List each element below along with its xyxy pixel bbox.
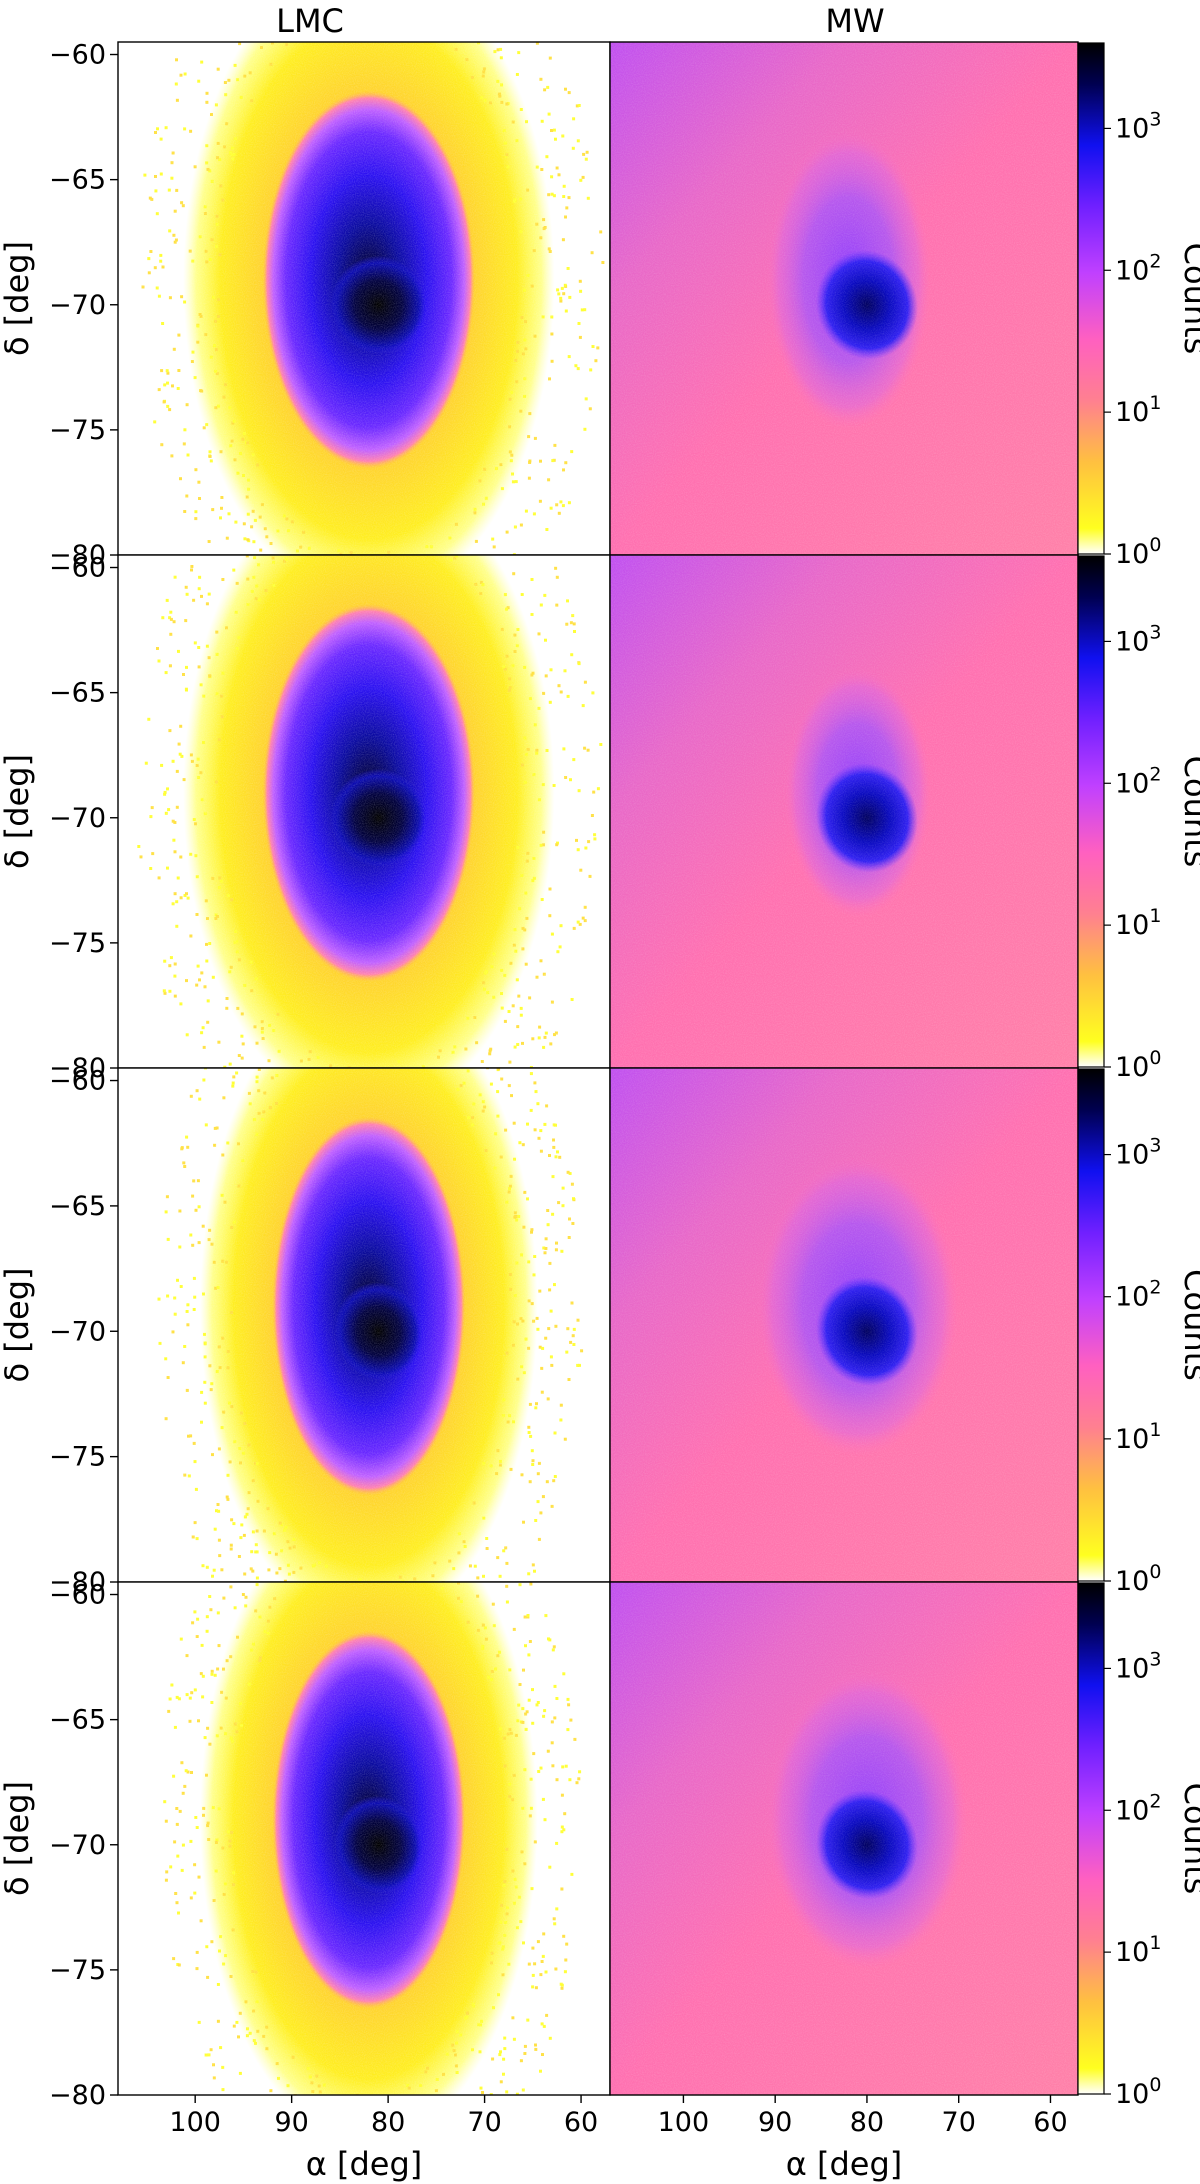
x-tick-label: 90 (758, 2107, 792, 2138)
colorbar-row3: 100 101 102 103 Counts (1077, 1068, 1200, 1597)
x-tick-label: 60 (1033, 2107, 1067, 2138)
x-tick-label: 100 (658, 2107, 710, 2138)
y-tick-label: −60 (49, 1580, 106, 1611)
x-tick-label: 80 (371, 2107, 405, 2138)
colorbar-tick-label: 100 (1115, 1047, 1161, 1083)
y-tick-label: −60 (49, 1066, 106, 1097)
x-tick-label: 100 (169, 2107, 221, 2138)
colorbar-row2: 100 101 102 103 Counts (1077, 555, 1200, 1083)
y-tick-label: −60 (49, 40, 106, 71)
heatmap-panel-mw-row1 (609, 41, 1079, 556)
y-tick-label: −65 (49, 1191, 106, 1222)
y-tick-label: −70 (49, 803, 106, 834)
y-tick-label: −75 (49, 415, 106, 446)
colorbar-tick-label: 101 (1115, 392, 1161, 428)
colorbar-tick-label: 103 (1115, 1135, 1161, 1171)
colorbar-tick-label: 100 (1115, 1561, 1161, 1597)
heatmap-panel-mw-row2 (609, 554, 1079, 1069)
colorbar-tick-label: 102 (1115, 250, 1161, 286)
y-tick-label: −75 (49, 1955, 106, 1986)
colorbar-row4: 100 101 102 103 Counts (1077, 1582, 1200, 2110)
colorbar-tick-label: 101 (1115, 1932, 1161, 1968)
colorbar-tick-label: 100 (1115, 534, 1161, 570)
colorbar-tick-label: 102 (1115, 763, 1161, 799)
heatmap-panel-lmc-row4 (117, 1581, 611, 2096)
x-tick-label: 60 (564, 2107, 598, 2138)
x-tick-label: 80 (850, 2107, 884, 2138)
y-tick-label: −70 (49, 1316, 106, 1347)
heatmap-panel-mw-row3 (609, 1067, 1079, 1583)
colorbar-tick-label: 102 (1115, 1790, 1161, 1826)
y-tick-label: −80 (49, 1053, 106, 1084)
y-tick-label: −60 (49, 553, 106, 584)
y-tick-label: −75 (49, 1442, 106, 1473)
x-tick-label: 70 (467, 2107, 501, 2138)
heatmap-panel-mw-row4 (609, 1581, 1079, 2096)
y-tick-label: −70 (49, 1830, 106, 1861)
colorbar-label: Counts (1177, 1783, 1200, 1895)
y-tick-label: −65 (49, 165, 106, 196)
y-tick-label: −80 (49, 540, 106, 571)
heatmap-panel-lmc-row3 (117, 1067, 611, 1583)
colorbar-label: Counts (1177, 756, 1200, 868)
y-axis-label: δ [deg] (0, 754, 36, 869)
colorbar-tick-label: 100 (1115, 2074, 1161, 2110)
colorbar-tick-label: 103 (1115, 108, 1161, 144)
y-tick-label: −80 (49, 1567, 106, 1598)
x-axis-label: α [deg] (786, 2145, 903, 2183)
x-axis-label: α [deg] (306, 2145, 423, 2183)
colorbar-tick-label: 102 (1115, 1277, 1161, 1313)
colorbar-tick-label: 103 (1115, 621, 1161, 657)
heatmap-panel-lmc-row2 (117, 554, 611, 1069)
y-tick-label: −75 (49, 928, 106, 959)
x-tick-label: 70 (942, 2107, 976, 2138)
colorbar-tick-label: 103 (1115, 1648, 1161, 1684)
y-tick-label: −80 (49, 2080, 106, 2111)
column-title-mw: MW (825, 2, 884, 40)
colorbar-label: Counts (1177, 1269, 1200, 1381)
heatmap-panel-lmc-row1 (117, 41, 611, 556)
colorbar-tick-label: 101 (1115, 1419, 1161, 1455)
y-axis-label: δ [deg] (0, 1781, 36, 1896)
colorbar-tick-label: 101 (1115, 905, 1161, 941)
y-tick-label: −65 (49, 1705, 106, 1736)
y-tick-label: −70 (49, 290, 106, 321)
colorbar-label: Counts (1177, 243, 1200, 355)
y-axis-label: δ [deg] (0, 241, 36, 356)
column-title-lmc: LMC (276, 2, 344, 40)
y-axis-label: δ [deg] (0, 1267, 36, 1382)
y-tick-label: −65 (49, 678, 106, 709)
x-tick-label: 90 (274, 2107, 308, 2138)
colorbar-row1: 100 101 102 103 Counts (1077, 42, 1200, 570)
